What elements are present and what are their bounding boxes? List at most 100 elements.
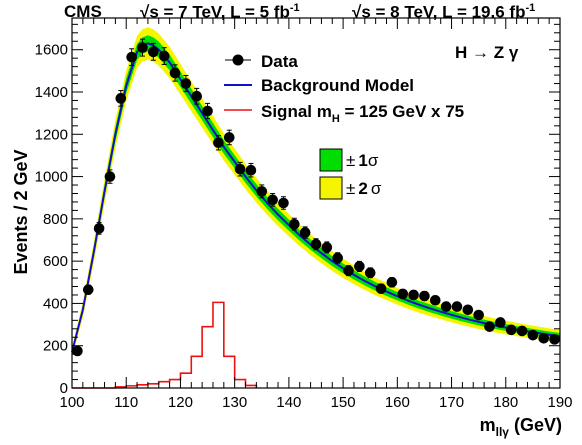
data-point-marker xyxy=(538,333,550,344)
data-point-marker xyxy=(419,290,430,302)
data-point-marker xyxy=(495,317,506,328)
data-point xyxy=(538,333,550,344)
data-point-marker xyxy=(299,227,311,238)
y-tick-label: 200 xyxy=(43,338,68,355)
data-point xyxy=(473,309,484,321)
data-point xyxy=(234,161,246,177)
data-point-marker xyxy=(72,345,83,357)
legend-data-marker xyxy=(232,54,244,66)
data-point xyxy=(440,301,452,312)
legend-signal-label: Signal mH = 125 GeV x 75 xyxy=(261,102,464,125)
x-tick-label: 180 xyxy=(493,394,518,411)
data-point xyxy=(137,38,148,57)
data-point-marker xyxy=(451,301,463,312)
data-point-marker xyxy=(245,164,257,176)
plot-frame xyxy=(71,17,561,389)
data-point xyxy=(527,329,539,341)
data-point-marker xyxy=(310,238,322,250)
header-experiment: CMS xyxy=(64,2,102,21)
y-tick-label: 1600 xyxy=(35,42,68,59)
process-annotation: H → Z γ xyxy=(455,43,519,62)
data-point-marker xyxy=(234,163,246,175)
x-tick-label: 110 xyxy=(114,394,138,411)
legend-band2-label: ±2 σ xyxy=(346,179,382,198)
data-point-marker xyxy=(354,261,365,272)
data-point-marker xyxy=(408,289,419,301)
data-point-marker xyxy=(256,186,268,197)
data-point-marker xyxy=(148,46,159,58)
background-curve xyxy=(71,42,561,353)
data-point xyxy=(169,64,181,82)
y-tick-label: 0 xyxy=(60,380,68,397)
data-point-marker xyxy=(473,309,484,321)
data-point-marker xyxy=(169,67,181,79)
sqrt-symbol: √ xyxy=(352,2,362,22)
data-point xyxy=(93,222,105,235)
x-tick-label: 150 xyxy=(331,394,356,411)
x-tick-label: 140 xyxy=(276,394,301,411)
sqrt-symbol: √ xyxy=(140,2,150,22)
x-tick-label: 120 xyxy=(168,394,193,411)
data-point-marker xyxy=(289,218,300,230)
data-point xyxy=(299,226,311,239)
data-point xyxy=(386,276,398,288)
data-point xyxy=(82,284,94,295)
data-point xyxy=(375,283,387,294)
data-point-marker xyxy=(386,276,398,288)
x-tick-labels: 100 110 120 130 140 150 160 170 180 190 xyxy=(59,394,572,411)
data-point-marker xyxy=(484,321,495,332)
legend: Data Background Model Signal mH = 125 Ge… xyxy=(224,52,464,200)
data-point xyxy=(429,294,441,306)
data-point-marker xyxy=(137,42,148,53)
data-point-marker xyxy=(397,288,409,300)
x-tick-label: 170 xyxy=(439,394,464,411)
data-point xyxy=(495,317,506,328)
data-point xyxy=(180,75,192,93)
y-tick-label: 1400 xyxy=(35,84,68,101)
data-point-marker xyxy=(158,50,170,62)
data-point xyxy=(549,334,560,345)
data-point-marker xyxy=(429,294,441,306)
data-point xyxy=(115,90,127,107)
data-point xyxy=(364,267,376,279)
legend-data-label: Data xyxy=(261,52,298,71)
data-point-marker xyxy=(223,132,235,143)
y-tick-label: 800 xyxy=(43,211,68,228)
data-point xyxy=(516,325,528,337)
data-point xyxy=(321,241,333,254)
data-point xyxy=(505,324,517,336)
legend-band1-swatch xyxy=(319,148,343,172)
signal-histogram xyxy=(72,301,258,389)
data-point-marker xyxy=(440,301,452,312)
data-point xyxy=(397,288,409,300)
data-point-marker xyxy=(191,90,203,102)
data-point-marker xyxy=(332,252,343,264)
data-point-marker xyxy=(202,105,213,117)
x-axis-label-sub: llγ xyxy=(496,425,510,439)
data-point-marker xyxy=(505,324,517,336)
legend-background-label: Background Model xyxy=(261,76,414,95)
y-tick-labels: 0 200 400 600 800 1000 1200 1400 1600 xyxy=(35,42,68,397)
y-tick-label: 600 xyxy=(43,253,68,270)
data-point xyxy=(354,260,365,272)
data-point xyxy=(191,87,203,105)
x-tick-label: 190 xyxy=(547,394,572,411)
data-point-marker xyxy=(278,197,289,209)
data-point xyxy=(408,289,419,301)
y-tick-label: 1200 xyxy=(35,126,68,143)
data-point xyxy=(289,217,300,231)
data-point-marker xyxy=(126,51,137,63)
data-point xyxy=(202,102,213,120)
data-point-marker xyxy=(364,267,376,279)
data-points xyxy=(72,38,560,357)
data-point xyxy=(158,47,170,65)
data-point-marker xyxy=(82,284,94,295)
axes xyxy=(71,17,561,389)
data-point-marker xyxy=(321,242,333,253)
data-point xyxy=(310,238,322,251)
data-point xyxy=(148,42,159,61)
data-point xyxy=(256,184,268,199)
data-point-marker xyxy=(93,223,105,234)
x-tick-label: 100 xyxy=(59,394,84,411)
